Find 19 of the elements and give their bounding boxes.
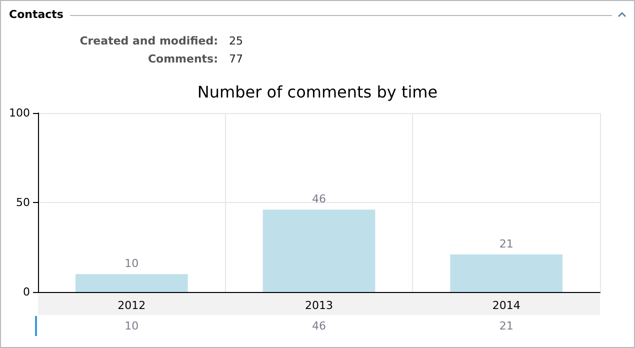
data-label: 10 — [124, 320, 139, 332]
annotation: 10 — [124, 257, 139, 270]
data-label: 46 — [312, 320, 326, 332]
bar — [262, 210, 376, 292]
text: Contacts — [9, 8, 64, 21]
data-label: 21 — [499, 320, 514, 332]
bar — [450, 254, 563, 292]
annotation: 21 — [499, 237, 514, 250]
text: Comments: 77 — [148, 52, 243, 66]
text: Created and modified: 25 — [80, 34, 243, 48]
x-tick-label: 2012 — [118, 299, 146, 312]
chart-title: Number of comments by time — [197, 82, 438, 102]
bar — [75, 274, 188, 292]
annotation: 46 — [312, 192, 326, 206]
x-tick-label: 2013 — [305, 299, 333, 312]
y-tick-label: 50 — [16, 196, 30, 209]
y-tick-label: 0 — [23, 286, 30, 298]
y-tick-label: 100 — [9, 106, 30, 120]
x-tick-label: 2014 — [492, 299, 520, 312]
